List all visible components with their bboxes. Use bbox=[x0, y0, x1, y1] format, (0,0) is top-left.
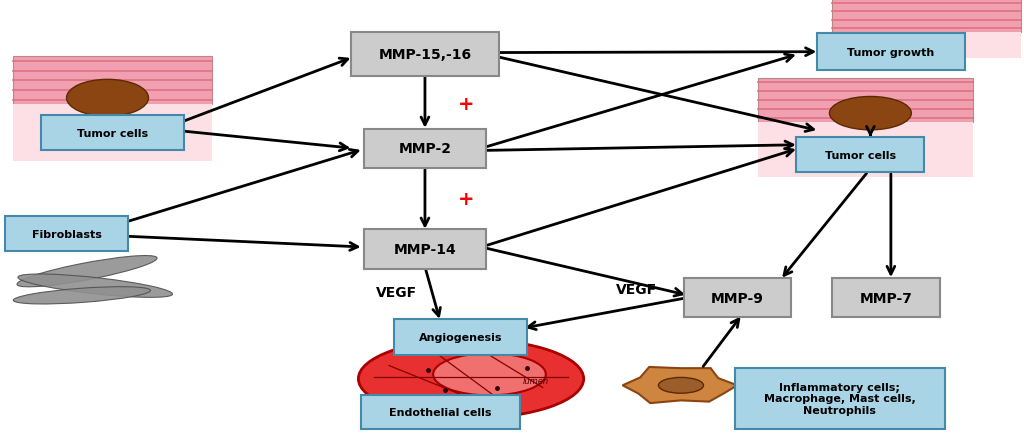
FancyBboxPatch shape bbox=[831, 278, 940, 318]
Text: MMP-14: MMP-14 bbox=[393, 243, 457, 257]
FancyBboxPatch shape bbox=[360, 395, 519, 429]
Ellipse shape bbox=[67, 80, 148, 117]
Text: Tumor growth: Tumor growth bbox=[847, 48, 935, 57]
Ellipse shape bbox=[358, 339, 584, 418]
Text: Fibroblasts: Fibroblasts bbox=[32, 230, 101, 239]
Ellipse shape bbox=[17, 256, 157, 287]
FancyBboxPatch shape bbox=[394, 320, 527, 355]
Ellipse shape bbox=[658, 378, 703, 393]
FancyBboxPatch shape bbox=[817, 34, 965, 71]
Text: VEGF: VEGF bbox=[376, 286, 417, 300]
FancyBboxPatch shape bbox=[797, 138, 924, 173]
Bar bbox=[758, 79, 973, 123]
FancyBboxPatch shape bbox=[734, 368, 944, 429]
Bar bbox=[831, 0, 1022, 33]
FancyBboxPatch shape bbox=[364, 230, 486, 269]
Ellipse shape bbox=[829, 97, 911, 131]
Text: Tumor cells: Tumor cells bbox=[824, 151, 896, 160]
Text: MMP-15,-16: MMP-15,-16 bbox=[379, 48, 471, 62]
FancyBboxPatch shape bbox=[684, 278, 791, 318]
Bar bbox=[12, 105, 213, 162]
Bar bbox=[831, 33, 1022, 59]
Text: Tumor cells: Tumor cells bbox=[77, 129, 148, 138]
FancyBboxPatch shape bbox=[5, 217, 128, 252]
FancyBboxPatch shape bbox=[41, 116, 184, 151]
Text: VEGF: VEGF bbox=[616, 282, 657, 296]
Ellipse shape bbox=[433, 353, 546, 396]
Text: +: + bbox=[458, 95, 474, 114]
Text: MMP-7: MMP-7 bbox=[859, 291, 912, 305]
Ellipse shape bbox=[13, 287, 151, 304]
Text: Endothelial cells: Endothelial cells bbox=[389, 407, 492, 417]
Polygon shape bbox=[623, 367, 737, 403]
Bar bbox=[12, 57, 213, 105]
Text: +: + bbox=[458, 190, 474, 209]
Text: MMP-2: MMP-2 bbox=[398, 142, 452, 156]
Ellipse shape bbox=[18, 274, 172, 298]
Text: lumen: lumen bbox=[522, 377, 549, 385]
FancyBboxPatch shape bbox=[364, 129, 486, 169]
Text: Inflammatory cells;
Macrophage, Mast cells,
Neutrophils: Inflammatory cells; Macrophage, Mast cel… bbox=[764, 382, 915, 415]
FancyBboxPatch shape bbox=[350, 33, 500, 77]
Text: MMP-9: MMP-9 bbox=[711, 291, 764, 305]
Text: Angiogenesis: Angiogenesis bbox=[419, 332, 503, 342]
Bar bbox=[758, 123, 973, 177]
